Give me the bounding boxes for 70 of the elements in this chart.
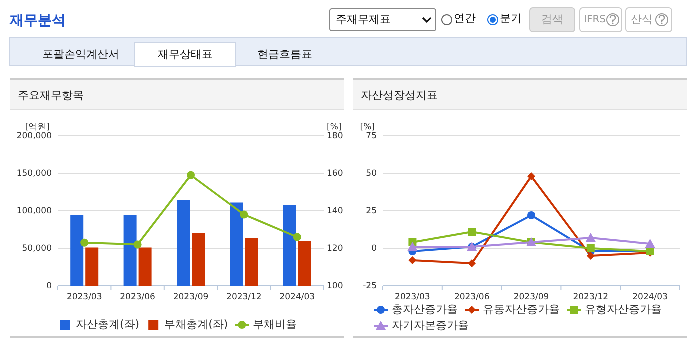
x-tick-label: 2023/03 (66, 292, 102, 302)
text: IFRS (584, 14, 606, 26)
x-tick-label: 2023/06 (120, 292, 156, 302)
chart-title: 자산성장성지표 (361, 89, 438, 102)
y-axis-title: [%] (360, 122, 375, 132)
y-tick-label: -25 (363, 281, 377, 292)
point (645, 239, 656, 248)
y2-tick-label: 180 (327, 131, 344, 142)
x-tick-label: 2023/06 (454, 292, 490, 302)
y-tick-label: 100,000 (16, 206, 52, 216)
point (408, 242, 418, 251)
y-axis-title: [억원] (25, 122, 50, 132)
point (528, 212, 536, 220)
x-tick-label: 2023/03 (395, 292, 430, 302)
bar (124, 216, 137, 286)
x-tick-label: 2023/09 (514, 292, 550, 302)
text: 현금흐름표 (258, 48, 312, 62)
y-tick-label: 150,000 (16, 168, 52, 179)
point (528, 172, 536, 180)
legend-label: 자기자본증가율 (392, 319, 469, 332)
x-tick-label: 2023/12 (573, 292, 609, 302)
x-tick-label: 2023/12 (226, 292, 262, 302)
y-tick-label: 50,000 (22, 244, 52, 254)
y-tick-label: 75 (366, 131, 377, 142)
x-tick-label: 2023/09 (173, 292, 209, 302)
legend-label: 유동자산증가율 (483, 303, 560, 316)
x-tick-label: 2024/03 (280, 292, 316, 302)
point (134, 240, 142, 249)
y2-tick-label: 100 (327, 281, 344, 292)
point (586, 233, 596, 242)
y2-tick-label: 120 (327, 244, 344, 254)
y-tick-label: 25 (366, 206, 377, 216)
bar (86, 248, 99, 286)
chart-title: 주요재무항목 (18, 89, 84, 102)
point (408, 256, 417, 264)
point (468, 260, 476, 268)
bar (138, 248, 152, 286)
bar (230, 202, 244, 286)
legend-label: 자산총계(좌) (76, 318, 140, 332)
point (240, 210, 248, 219)
text: 산식 (631, 13, 653, 26)
y-tick-label: 50 (366, 168, 377, 179)
y-tick-label: 0 (46, 281, 52, 292)
y2-tick-label: 160 (327, 168, 344, 179)
point (80, 238, 89, 247)
bar (177, 200, 190, 286)
text: 연간 (454, 12, 476, 26)
point (187, 171, 195, 180)
legend-label: 부채비율 (253, 318, 298, 332)
text: 주재무제표 (336, 13, 391, 26)
text: 분기 (500, 12, 522, 26)
text: 재무분석 (9, 12, 66, 29)
bar (298, 241, 312, 286)
y-tick-label: 200,000 (16, 131, 52, 142)
text: 재무상태표 (158, 48, 213, 62)
y2-tick-label: 140 (327, 206, 344, 216)
text: 검색 (542, 13, 564, 26)
bar (192, 234, 205, 286)
bar (245, 238, 258, 286)
point (293, 233, 302, 242)
text: 포괄손익계산서 (42, 48, 120, 62)
point (468, 228, 476, 236)
y2-axis-title: [%] (327, 122, 342, 132)
legend-label: 부채총계(좌) (164, 318, 228, 332)
legend-label: 유형자산증가율 (585, 303, 662, 316)
bar (70, 216, 84, 286)
x-tick-label: 2024/03 (632, 292, 668, 302)
legend-label: 총자산증가율 (392, 303, 458, 316)
y-tick-label: 0 (372, 244, 377, 254)
bar (283, 205, 296, 286)
